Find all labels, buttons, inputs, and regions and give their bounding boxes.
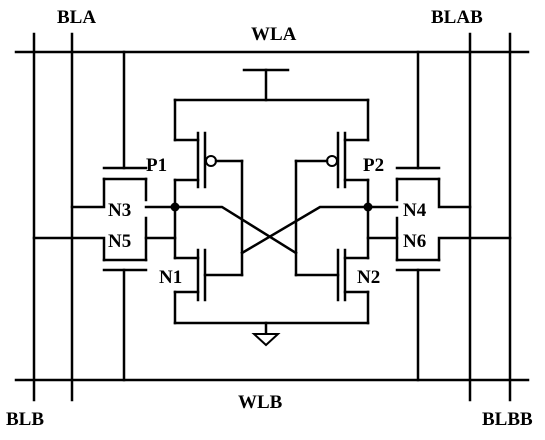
vdd-supply-symbol — [173, 68, 370, 102]
n5-label: N5 — [108, 231, 131, 252]
blab-label: BLAB — [431, 7, 483, 28]
left-access-transistors — [32, 166, 177, 272]
ground-symbol — [173, 321, 370, 347]
left-inverter — [170, 98, 244, 325]
p1-label: P1 — [146, 155, 167, 176]
right-access-transistors — [366, 166, 512, 272]
blb-label: BLB — [6, 409, 44, 430]
blbb-label: BLBB — [482, 409, 533, 430]
n4-label: N4 — [403, 200, 427, 221]
right-inverter — [294, 98, 373, 325]
n2-label: N2 — [357, 267, 380, 288]
cross-coupling — [173, 205, 370, 255]
wla-label: WLA — [251, 24, 297, 45]
n6-label: N6 — [403, 231, 426, 252]
bla-label: BLA — [57, 7, 96, 28]
n1-label: N1 — [159, 267, 182, 288]
wlb-label: WLB — [238, 392, 283, 413]
p2-label: P2 — [363, 155, 384, 176]
n3-label: N3 — [108, 200, 131, 221]
